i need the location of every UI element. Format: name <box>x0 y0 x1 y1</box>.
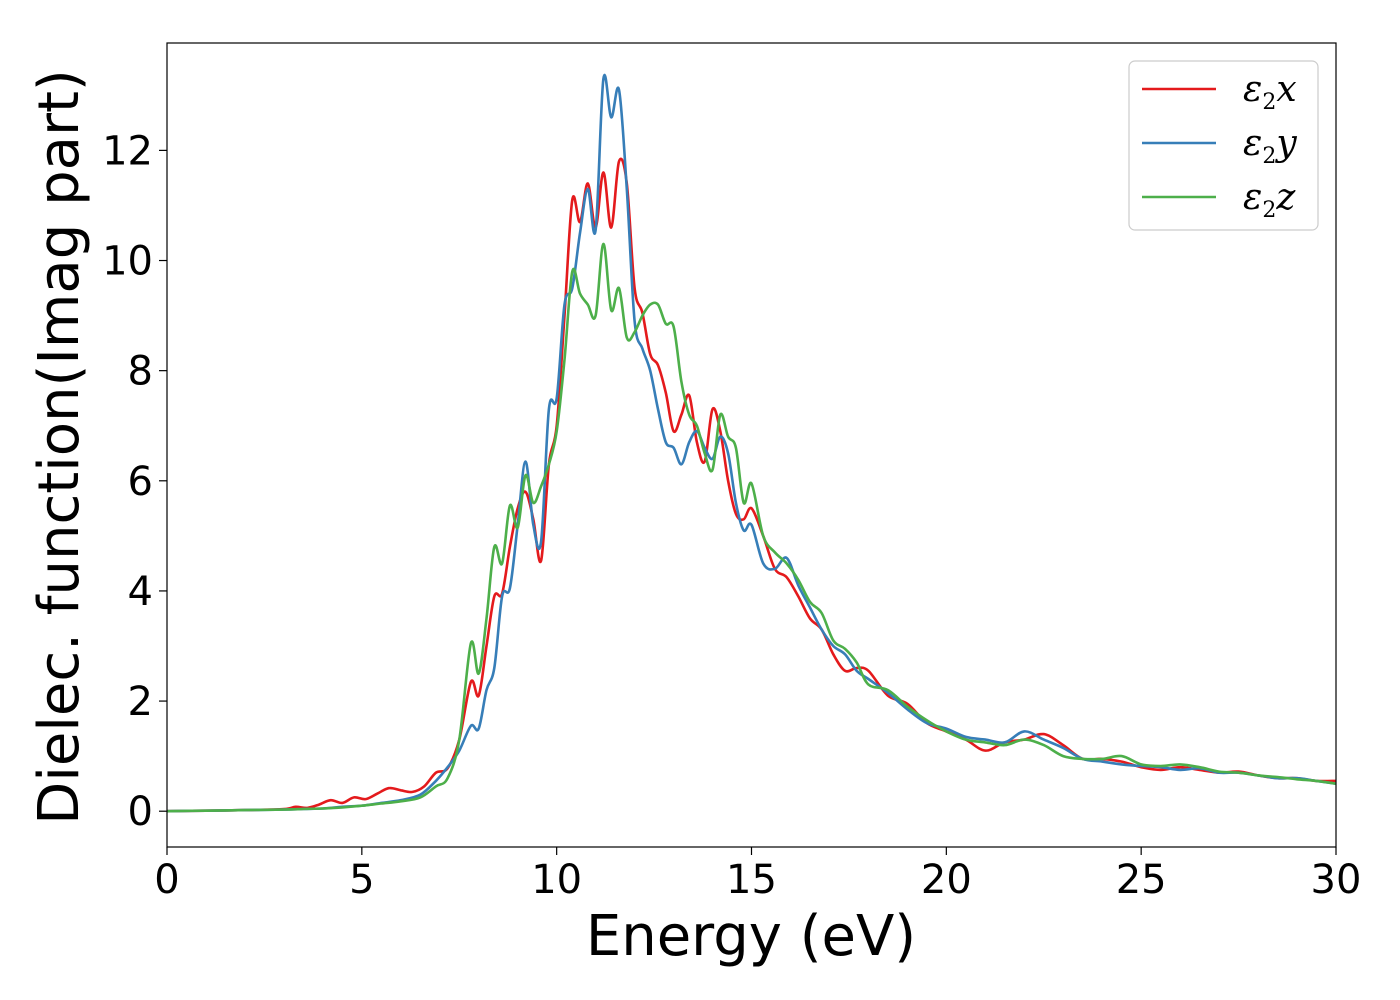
y-tick-label: 6 <box>128 459 153 505</box>
y-tick-label: 0 <box>128 789 153 835</box>
x-tick-label: 15 <box>726 857 777 903</box>
y-tick-label: 8 <box>128 349 153 395</box>
y-tick-label: 2 <box>128 679 153 725</box>
x-tick-label: 0 <box>154 857 179 903</box>
x-tick-label: 10 <box>531 857 582 903</box>
x-tick-label: 30 <box>1311 857 1362 903</box>
series-line-y <box>166 73 1337 813</box>
y-tick-label: 12 <box>102 128 153 174</box>
series-layer <box>166 73 1337 813</box>
x-tick-label: 20 <box>921 857 972 903</box>
legend: ε2x ε2y ε2z <box>1128 60 1319 231</box>
legend-label-x: ε2x <box>1243 69 1297 115</box>
y-axis-title: Dielec. function(Imag part) <box>27 69 92 825</box>
legend-box <box>1128 60 1319 231</box>
x-axis-title: Energy (eV) <box>586 904 916 969</box>
x-tick-label: 25 <box>1116 857 1167 903</box>
y-tick-label: 10 <box>102 239 153 285</box>
series-line-x <box>166 157 1337 813</box>
legend-label-z: ε2z <box>1243 177 1296 223</box>
x-tick-label: 5 <box>349 857 374 903</box>
y-tick-label: 4 <box>128 569 153 615</box>
series-line-z <box>166 242 1337 813</box>
legend-label-y: ε2y <box>1243 123 1297 169</box>
ticks-layer: 0 5 10 15 20 25 30 0 2 4 6 8 10 12 <box>102 128 1361 903</box>
